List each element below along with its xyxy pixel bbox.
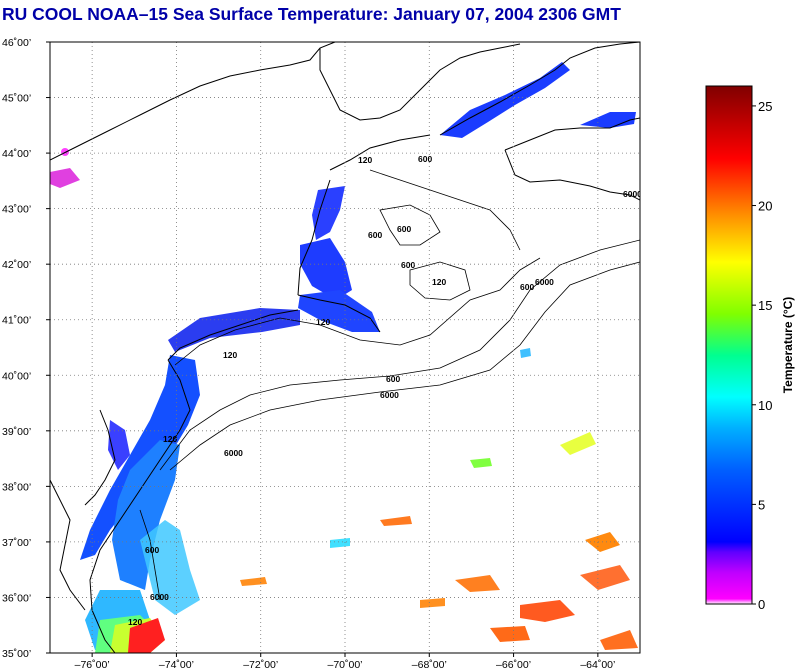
lat-tick-label: 39˚00’ bbox=[2, 426, 31, 438]
colorbar-tick-label: 5 bbox=[758, 497, 765, 512]
plot-area: 120 600 600 600 600 120 120 600 6000 600… bbox=[50, 42, 642, 653]
longitude-ticks: –76˚00’ –74˚00’ –72˚00’ –70˚00’ –68˚00’ –66˚0… bbox=[75, 653, 615, 671]
colorbar: 0 5 10 15 20 25 Temperature (°C) bbox=[705, 85, 795, 612]
lon-tick-label: –74˚00’ bbox=[159, 659, 194, 671]
svg-text:600: 600 bbox=[145, 545, 159, 555]
svg-text:600: 600 bbox=[397, 224, 411, 234]
lat-tick-label: 42˚00’ bbox=[2, 259, 31, 271]
colorbar-gradient bbox=[705, 85, 753, 605]
colorbar-tick-label: 25 bbox=[758, 99, 772, 114]
lon-tick-label: –70˚00’ bbox=[327, 659, 362, 671]
svg-text:6000: 6000 bbox=[535, 277, 554, 287]
colorbar-title: Temperature (°C) bbox=[781, 297, 795, 394]
svg-text:600: 600 bbox=[401, 260, 415, 270]
svg-text:120: 120 bbox=[316, 317, 330, 327]
lat-tick-label: 40˚00’ bbox=[2, 370, 31, 382]
svg-text:120: 120 bbox=[128, 617, 142, 627]
map-title: RU COOL NOAA–15 Sea Surface Temperature:… bbox=[2, 4, 621, 24]
lon-tick-label: –68˚00’ bbox=[412, 659, 447, 671]
svg-text:6000: 6000 bbox=[150, 592, 169, 602]
contour-labels: 120 600 600 600 600 120 120 600 6000 600… bbox=[128, 154, 642, 627]
colorbar-tick-label: 0 bbox=[758, 597, 765, 612]
lon-tick-label: –72˚00’ bbox=[243, 659, 278, 671]
lat-tick-label: 44˚00’ bbox=[2, 148, 31, 160]
coastline bbox=[50, 42, 640, 653]
svg-text:6000: 6000 bbox=[623, 189, 642, 199]
svg-text:600: 600 bbox=[520, 282, 534, 292]
lon-tick-label: –76˚00’ bbox=[75, 659, 110, 671]
lat-tick-label: 38˚00’ bbox=[2, 481, 31, 493]
svg-text:6000: 6000 bbox=[224, 448, 243, 458]
lat-tick-label: 45˚00’ bbox=[2, 93, 31, 105]
lat-tick-label: 43˚00’ bbox=[2, 204, 31, 216]
lat-tick-label: 46˚00’ bbox=[2, 37, 31, 49]
lon-tick-label: –66˚00’ bbox=[496, 659, 531, 671]
lat-tick-label: 41˚00’ bbox=[2, 315, 31, 327]
lat-tick-label: 35˚00’ bbox=[2, 648, 31, 660]
svg-text:120: 120 bbox=[223, 350, 237, 360]
bathymetry-contours bbox=[139, 169, 640, 601]
lat-tick-label: 36˚00’ bbox=[2, 592, 31, 604]
svg-text:120: 120 bbox=[358, 155, 372, 165]
svg-text:600: 600 bbox=[368, 230, 382, 240]
svg-text:6000: 6000 bbox=[380, 390, 399, 400]
colorbar-tick-label: 10 bbox=[758, 398, 772, 413]
colorbar-tick-label: 20 bbox=[758, 199, 772, 214]
lat-tick-label: 37˚00’ bbox=[2, 537, 31, 549]
colorbar-tick-label: 15 bbox=[758, 298, 772, 313]
svg-text:120: 120 bbox=[163, 434, 177, 444]
latitude-ticks: 46˚00’ 45˚00’ 44˚00’ 43˚00’ 42˚00’ 41˚00’ 40˚0… bbox=[2, 37, 50, 660]
svg-text:600: 600 bbox=[418, 154, 432, 164]
lon-tick-label: –64˚00’ bbox=[580, 659, 615, 671]
svg-text:120: 120 bbox=[432, 277, 446, 287]
colorbar-ticks: 0 5 10 15 20 25 bbox=[752, 99, 772, 612]
svg-text:600: 600 bbox=[386, 374, 400, 384]
